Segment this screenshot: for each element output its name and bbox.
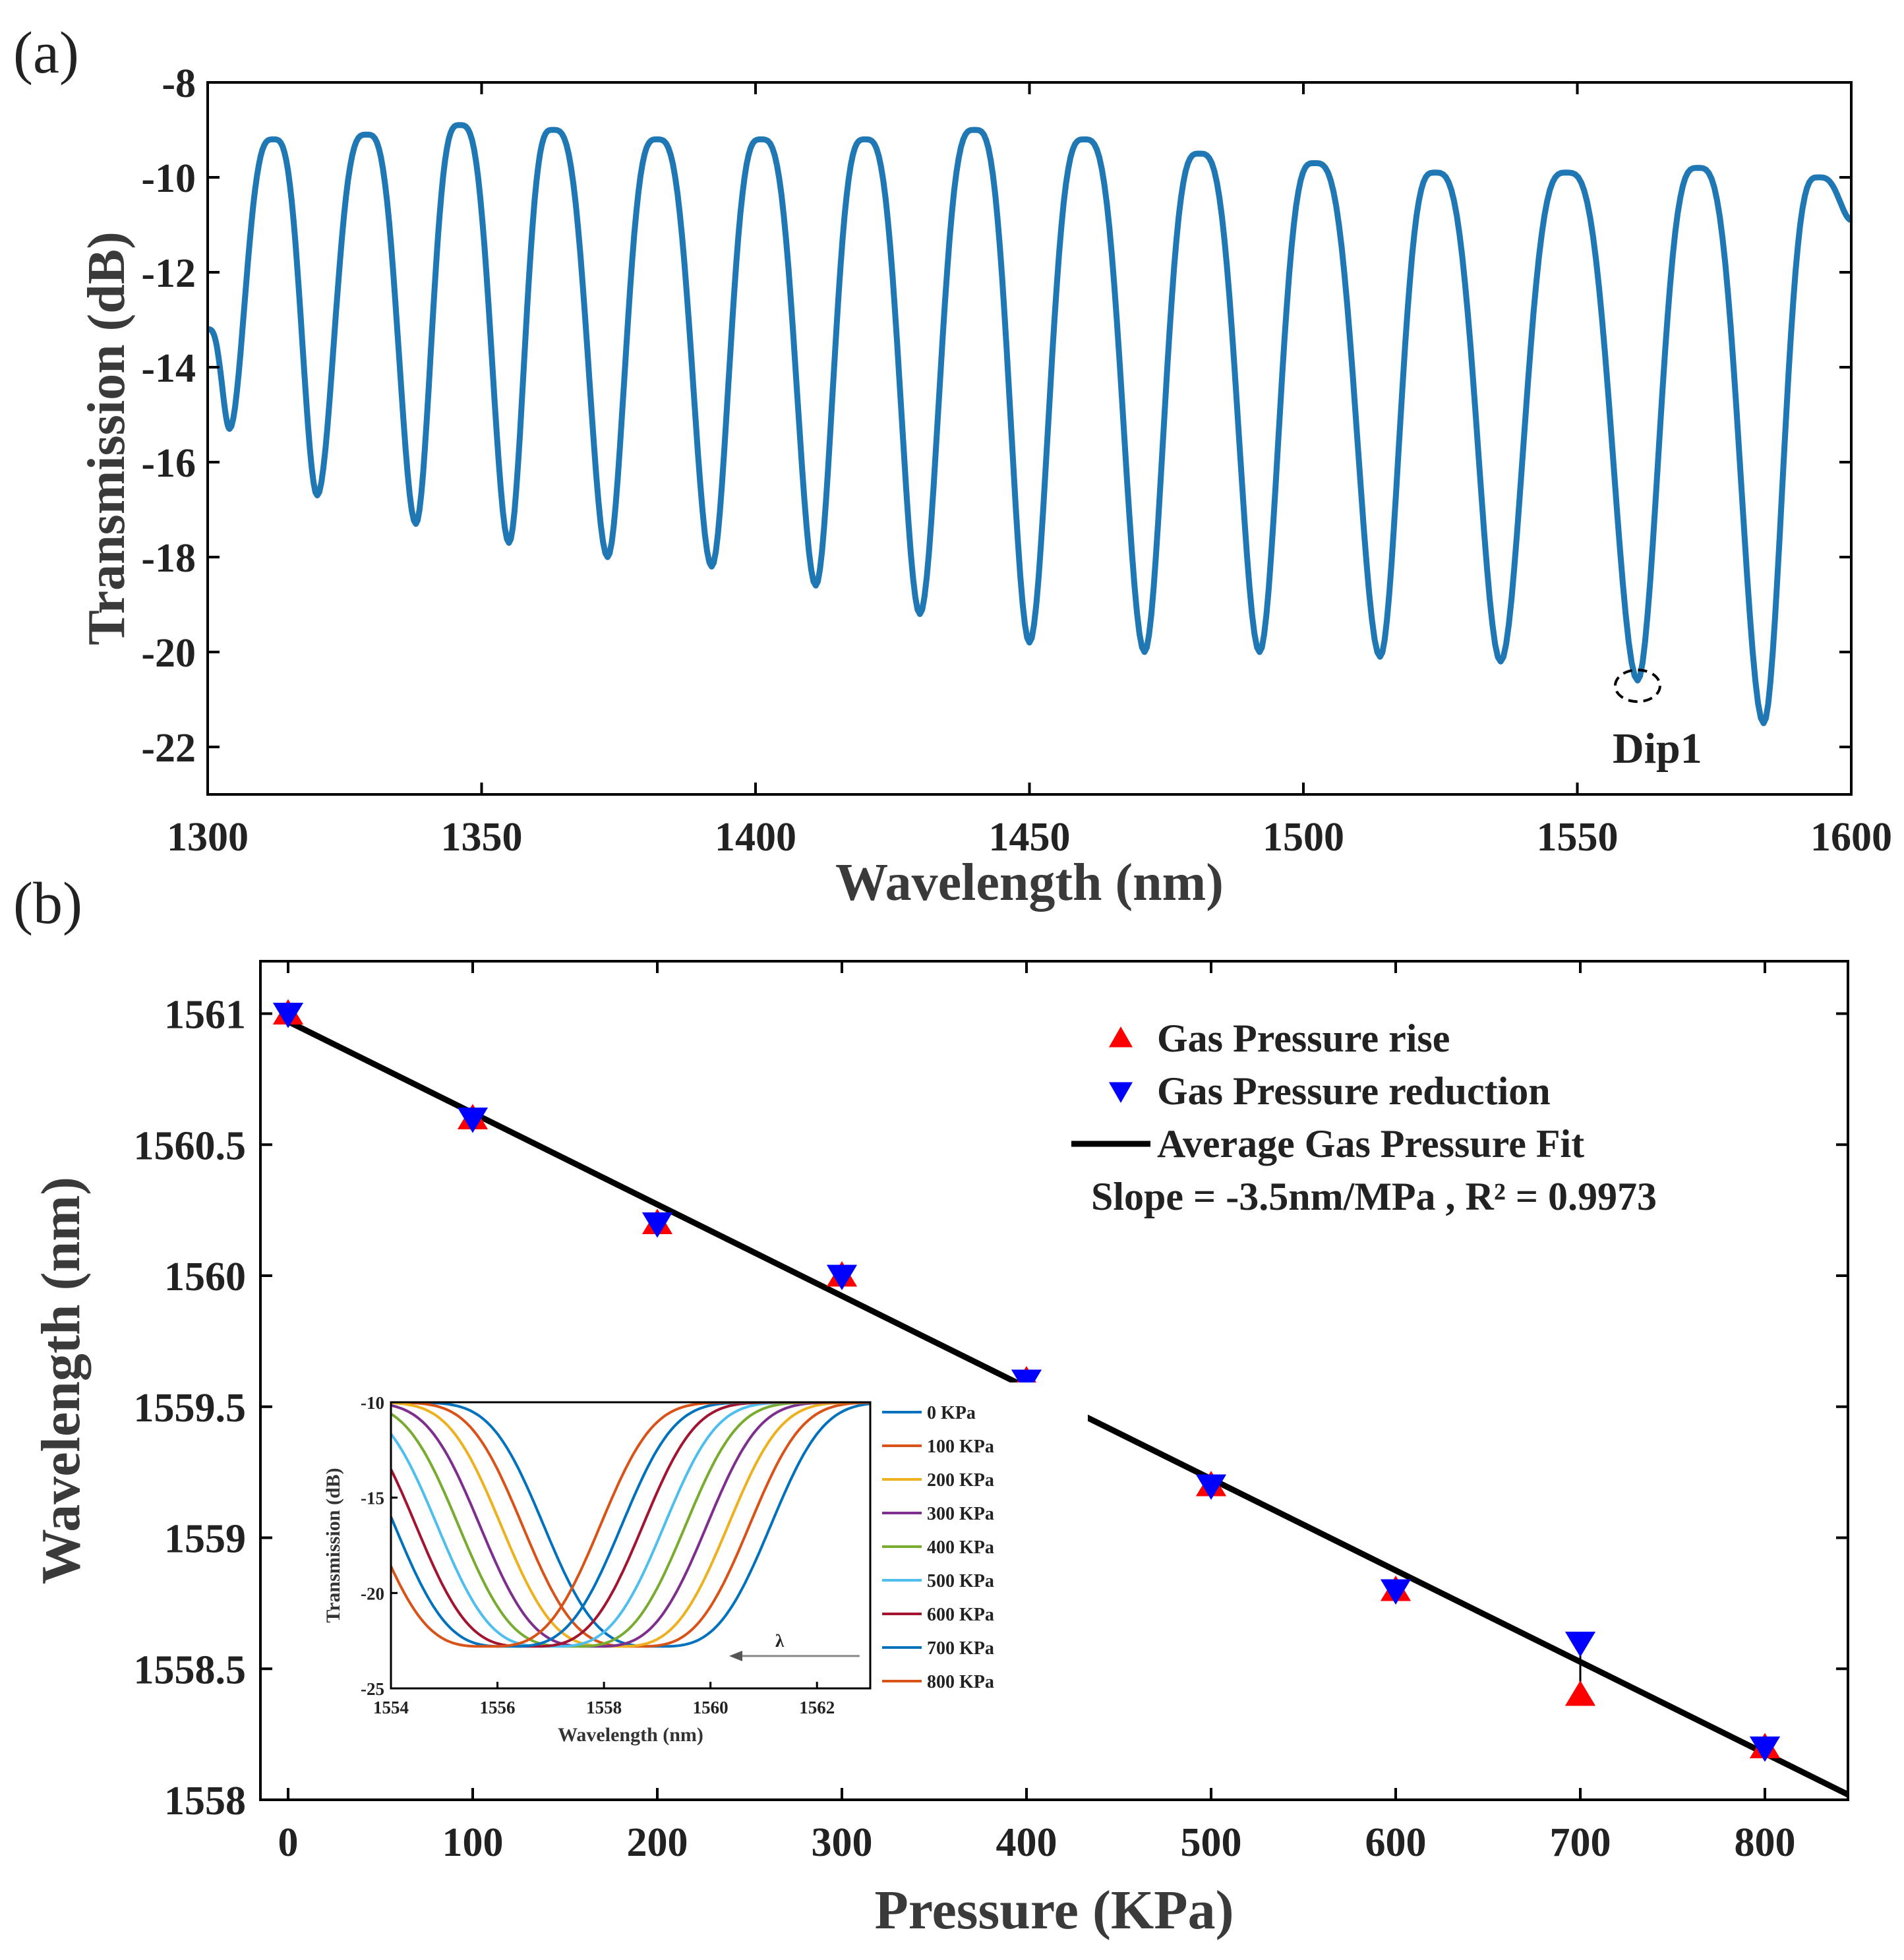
x-tick-label-a: 1450 (989, 815, 1071, 860)
x-tick-label-b: 800 (1735, 1820, 1796, 1865)
reduction-point (1195, 1474, 1227, 1500)
y-tick-label-a: -14 (141, 346, 196, 391)
inset-curve (391, 1402, 870, 1648)
inset-arrow-head (729, 1650, 742, 1661)
reduction-point (1380, 1579, 1412, 1605)
rise-point (1564, 1680, 1596, 1706)
legend-fit-label: Average Gas Pressure Fit (1157, 1122, 1584, 1166)
x-tick-label-a: 1550 (1537, 815, 1619, 860)
legend-reduction-marker (1109, 1082, 1133, 1103)
reduction-point (1011, 1369, 1042, 1395)
x-tick-label-b: 300 (812, 1820, 873, 1865)
legend-reduction-label: Gas Pressure reduction (1157, 1069, 1551, 1113)
inset-legend-label: 100 KPa (927, 1437, 994, 1457)
inset-legend-label: 600 KPa (927, 1605, 994, 1625)
x-tick-label-a: 1500 (1263, 815, 1344, 860)
dip1-label: Dip1 (1613, 725, 1702, 773)
inset: 1554 1556 1558 1560 1562 -25 -20 -15 -10 Waveleng… (305, 1382, 1088, 1764)
inset-curve (391, 1402, 870, 1648)
inset-legend-label: 300 KPa (927, 1504, 994, 1524)
y-tick-label-b: 1559 (164, 1517, 246, 1562)
reduction-point (826, 1264, 858, 1290)
spectrum-line (205, 122, 1853, 727)
inset-legend-label: 400 KPa (927, 1537, 994, 1558)
x-tick-label-b: 0 (278, 1820, 299, 1865)
inset-y-tick-label: -15 (361, 1489, 384, 1508)
reduction-point (1564, 1632, 1596, 1657)
inset-x-tick-label: 1556 (480, 1698, 516, 1717)
inset-curve (391, 1402, 870, 1648)
y-tick-label-b: 1559.5 (134, 1386, 247, 1431)
plot-frame-b (259, 960, 1849, 1801)
panel-b: (b) 0 100 200 300 400 500 600 700 800 1558 1558.5 15… (13, 871, 1849, 1941)
x-axis-label-b: Pressure (KPa) (874, 1880, 1234, 1941)
inset-x-axis-label: Wavelength (nm) (558, 1724, 703, 1746)
x-tick-label-b: 600 (1365, 1820, 1427, 1865)
x-tick-label-b: 400 (996, 1820, 1057, 1865)
y-tick-label-a: -10 (141, 156, 196, 201)
reduction-point (457, 1108, 489, 1133)
inset-x-tick-label: 1558 (586, 1698, 622, 1717)
inset-curve (391, 1402, 870, 1648)
inset-y-tick-label: -25 (361, 1679, 384, 1699)
reduction-point (272, 1003, 304, 1028)
y-tick-label-b: 1561 (164, 993, 246, 1038)
inset-legend-label: 200 KPa (927, 1470, 994, 1491)
x-tick-label-b: 700 (1550, 1820, 1611, 1865)
inset-y-tick-label: -10 (361, 1393, 384, 1413)
y-tick-label-a: -8 (162, 61, 196, 106)
y-axis-label-a: Transmission (dB) (78, 231, 136, 645)
inset-y-axis-label: Transmission (dB) (322, 1468, 344, 1622)
inset-arrow-label: λ (775, 1631, 785, 1651)
inset-legend-label: 700 KPa (927, 1638, 994, 1659)
inset-legend-label: 0 KPa (927, 1403, 976, 1423)
inset-curve (391, 1402, 870, 1648)
x-axis-label-a: Wavelength (nm) (835, 854, 1224, 912)
fit-note: Slope = -3.5nm/MPa , R² = 0.9973 (1091, 1175, 1657, 1218)
y-tick-label-b: 1560 (164, 1255, 246, 1299)
x-tick-label-a: 1600 (1810, 815, 1892, 860)
inset-frame (390, 1401, 872, 1690)
reduction-point (641, 1212, 673, 1238)
inset-x-tick-label: 1562 (799, 1698, 835, 1717)
x-tick-label-b: 200 (627, 1820, 688, 1865)
panel-b-label: (b) (13, 871, 82, 936)
inset-x-tick-label: 1554 (373, 1698, 409, 1717)
plot-frame-a (206, 81, 1853, 796)
y-tick-label-a: -20 (141, 631, 196, 676)
x-tick-label-b: 100 (442, 1820, 504, 1865)
x-tick-label-a: 1350 (441, 815, 523, 860)
panel-a: (a) 1300 1350 1400 1450 1500 1550 1600 -22 -20 -18… (13, 20, 1892, 912)
y-tick-label-b: 1560.5 (134, 1123, 247, 1168)
y-tick-label-a: -18 (141, 536, 196, 581)
y-axis-label-b: Wavelength (nm) (30, 1177, 92, 1584)
inset-y-tick-label: -20 (361, 1584, 384, 1603)
legend-rise-marker (1109, 1026, 1133, 1048)
legend-rise-label: Gas Pressure rise (1157, 1017, 1450, 1060)
y-tick-label-a: -16 (141, 441, 196, 486)
y-tick-label-a: -22 (141, 726, 196, 771)
inset-legend-label: 500 KPa (927, 1571, 994, 1591)
panel-a-label: (a) (13, 20, 79, 86)
x-tick-label-a: 1300 (167, 815, 249, 860)
y-tick-label-a: -12 (141, 251, 196, 296)
y-tick-label-b: 1558.5 (134, 1648, 247, 1692)
x-tick-label-b: 500 (1181, 1820, 1242, 1865)
legend-b: Gas Pressure rise Gas Pressure reduction A… (1071, 1017, 1657, 1218)
x-tick-label-a: 1400 (715, 815, 796, 860)
reduction-point (1749, 1737, 1781, 1762)
inset-legend-label: 800 KPa (927, 1672, 994, 1692)
dip1-marker (1613, 668, 1661, 703)
y-tick-label-b: 1558 (164, 1779, 246, 1824)
inset-x-tick-label: 1560 (693, 1698, 729, 1717)
